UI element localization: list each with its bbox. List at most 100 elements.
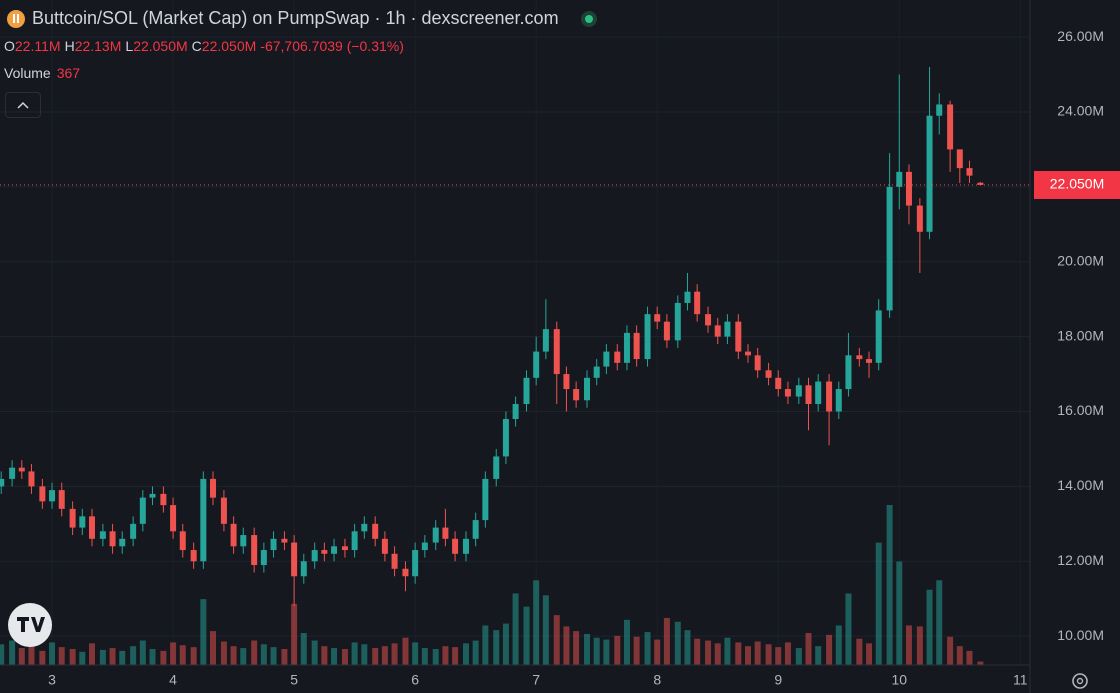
volume-bar (372, 648, 379, 665)
candle-body (149, 493, 156, 498)
volume-bar (0, 644, 5, 665)
candle-body (28, 471, 35, 487)
candle-body (49, 490, 56, 502)
volume-bar (553, 615, 560, 665)
candle-body (936, 104, 943, 116)
candle-body (845, 355, 852, 390)
volume-bar (866, 643, 873, 665)
volume-bar (331, 648, 338, 665)
candle-body (896, 171, 903, 187)
volume-bar (644, 632, 651, 665)
candle-body (341, 546, 348, 551)
settings-icon[interactable] (1072, 673, 1088, 689)
volume-bar (210, 631, 217, 665)
candle-body (391, 553, 398, 569)
candle-body (815, 381, 822, 405)
volume-bar (472, 640, 479, 665)
volume-bar (251, 640, 258, 665)
candle-body (584, 377, 591, 401)
candle-body (39, 486, 46, 502)
volume-bar (875, 542, 882, 665)
candle-body (281, 538, 288, 543)
candle-body (694, 291, 701, 315)
x-tick-label: 10 (891, 672, 907, 688)
volume-bar (109, 648, 116, 665)
candle-body (502, 418, 509, 457)
candle-body (331, 546, 338, 554)
volume-bar (220, 641, 227, 665)
candle-body (482, 478, 489, 521)
candle-body (644, 314, 651, 360)
y-tick-label: 20.00M (1057, 252, 1104, 268)
collapse-button[interactable] (5, 92, 41, 118)
x-tick-label: 3 (48, 672, 56, 688)
volume-bar (584, 633, 591, 665)
volume-bar (805, 633, 812, 665)
ohlc-value: 22.050M (201, 38, 257, 54)
volume-value: 367 (56, 65, 81, 81)
volume-bar (432, 649, 439, 665)
volume-bar (977, 661, 984, 665)
candle-body (947, 104, 954, 150)
x-tick-label: 11 (1013, 672, 1028, 688)
volume-bar (614, 635, 621, 665)
candle-body (402, 568, 409, 577)
candle-body (744, 351, 751, 356)
candle-body (260, 550, 267, 566)
volume-bar (200, 599, 207, 665)
volume-bar (563, 626, 570, 665)
candle-body (663, 321, 670, 341)
candle-body (614, 351, 621, 363)
x-tick-label: 5 (290, 672, 298, 688)
volume-bar (58, 647, 65, 665)
last-price-badge (1034, 170, 1120, 199)
volume-bar (593, 637, 600, 665)
volume-bar (139, 640, 146, 665)
last-price-label: 22.050M (1050, 176, 1104, 192)
y-tick-label: 26.00M (1057, 28, 1104, 44)
volume-bar (351, 642, 358, 665)
candle-body (553, 329, 560, 375)
volume-bar (270, 647, 277, 665)
volume-bar (361, 644, 368, 665)
candle-body (875, 310, 882, 363)
candle-body (351, 531, 358, 551)
volume-bar (512, 593, 519, 665)
volume-bar (845, 593, 852, 665)
status-dot (580, 10, 597, 27)
candle-body (754, 355, 761, 371)
y-tick-label: 16.00M (1057, 402, 1104, 418)
volume-bar (170, 642, 177, 665)
token-icon (7, 9, 25, 28)
candle-body (795, 385, 802, 397)
candle-body (130, 523, 137, 539)
candle-body (654, 314, 661, 322)
volume-bar (79, 651, 86, 665)
candle-body (714, 325, 721, 337)
volume-bar (391, 643, 398, 665)
candle-body (705, 314, 712, 326)
candle-body (916, 205, 923, 232)
candle-body (99, 531, 106, 539)
candle-body (926, 115, 933, 232)
candle-body (966, 168, 973, 176)
candle-body (251, 535, 258, 566)
candle-body (765, 370, 772, 378)
candle-body (200, 478, 207, 562)
candle-body (523, 377, 530, 405)
candle-body (321, 550, 328, 554)
volume-bar (735, 642, 742, 665)
chevron (17, 101, 29, 109)
candle-body (179, 531, 186, 551)
volume-bar (654, 639, 661, 665)
candle-body (735, 321, 742, 352)
volume-bar (815, 646, 822, 665)
candle-body (160, 493, 167, 506)
volume-bar (573, 631, 580, 665)
candle-body (170, 505, 177, 532)
volume-bar (300, 633, 307, 665)
candle-body (270, 538, 277, 551)
candle-body (412, 550, 419, 577)
